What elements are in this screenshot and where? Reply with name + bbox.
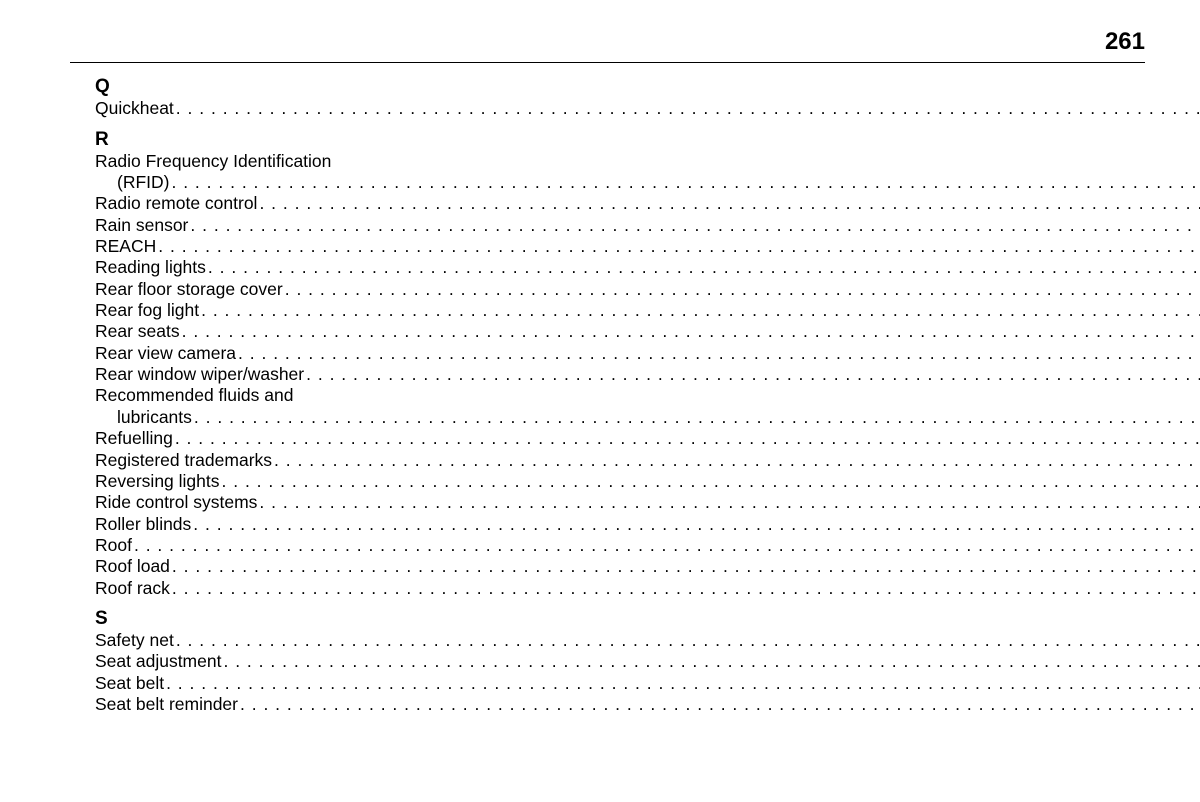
index-entry-label: Rear view camera <box>95 343 236 364</box>
index-entry: Rear fog light . . . . . . . . . . . . .… <box>95 300 1200 321</box>
page-number: 261 <box>1105 28 1145 56</box>
dot-leader: . . . . . . . . . . . . . . . . . . . . … <box>182 321 1200 342</box>
index-entry: REACH . . . . . . . . . . . . . . . . . … <box>95 236 1200 257</box>
dot-leader: . . . . . . . . . . . . . . . . . . . . … <box>285 279 1200 300</box>
index-entry-label: Reversing lights <box>95 471 220 492</box>
index-entry-label: Rain sensor <box>95 215 188 236</box>
dot-leader: . . . . . . . . . . . . . . . . . . . . … <box>194 407 1200 428</box>
dot-leader: . . . . . . . . . . . . . . . . . . . . … <box>238 343 1200 364</box>
index-entry-label: Roof load <box>95 556 170 577</box>
index-entry: Rear view camera . . . . . . . . . . . .… <box>95 343 1200 364</box>
index-entry: Roller blinds . . . . . . . . . . . . . … <box>95 514 1200 535</box>
index-entry: Reading lights . . . . . . . . . . . . .… <box>95 257 1200 278</box>
index-entry: Safety net . . . . . . . . . . . . . . .… <box>95 630 1200 651</box>
index-entry: (RFID) . . . . . . . . . . . . . . . . .… <box>95 172 1200 193</box>
index-entry: Roof rack . . . . . . . . . . . . . . . … <box>95 578 1200 599</box>
dot-leader: . . . . . . . . . . . . . . . . . . . . … <box>240 694 1200 715</box>
index-entry: Ride control systems . . . . . . . . . .… <box>95 492 1200 513</box>
index-entry-label: Rear floor storage cover <box>95 279 283 300</box>
index-entry-label: Rear seats <box>95 321 180 342</box>
dot-leader: . . . . . . . . . . . . . . . . . . . . … <box>190 215 1200 236</box>
index-entry: Seat belt . . . . . . . . . . . . . . . … <box>95 673 1200 694</box>
dot-leader: . . . . . . . . . . . . . . . . . . . . … <box>176 630 1200 651</box>
index-entry-label: Safety net <box>95 630 174 651</box>
index-entry-label: Ride control systems <box>95 492 257 513</box>
index-entry-label: Registered trademarks <box>95 450 272 471</box>
index-entry: Recommended fluids and <box>95 385 1200 406</box>
index-entry-label: Recommended fluids and <box>95 385 293 406</box>
index-entry: Seat belt reminder . . . . . . . . . . .… <box>95 694 1200 715</box>
index-column: QQuickheat . . . . . . . . . . . . . . .… <box>95 75 1200 782</box>
dot-leader: . . . . . . . . . . . . . . . . . . . . … <box>259 492 1200 513</box>
dot-leader: . . . . . . . . . . . . . . . . . . . . … <box>134 535 1200 556</box>
index-entry-label: (RFID) <box>117 172 169 193</box>
index-entry-label: Seat belt reminder <box>95 694 238 715</box>
index-entry-label: Radio remote control <box>95 193 257 214</box>
index-entry: lubricants . . . . . . . . . . . . . . .… <box>95 407 1200 428</box>
index-entry: Rear window wiper/washer . . . . . . . .… <box>95 364 1200 385</box>
dot-leader: . . . . . . . . . . . . . . . . . . . . … <box>166 673 1200 694</box>
index-entry-label: Refuelling <box>95 428 173 449</box>
section-letter: S <box>95 607 1200 630</box>
dot-leader: . . . . . . . . . . . . . . . . . . . . … <box>274 450 1200 471</box>
section-letter: Q <box>95 75 1200 98</box>
dot-leader: . . . . . . . . . . . . . . . . . . . . … <box>176 98 1200 119</box>
index-entry-label: Rear window wiper/washer <box>95 364 304 385</box>
index-entry: Roof . . . . . . . . . . . . . . . . . .… <box>95 535 1200 556</box>
index-entry-label: Seat belt <box>95 673 164 694</box>
dot-leader: . . . . . . . . . . . . . . . . . . . . … <box>201 300 1200 321</box>
dot-leader: . . . . . . . . . . . . . . . . . . . . … <box>172 556 1200 577</box>
dot-leader: . . . . . . . . . . . . . . . . . . . . … <box>172 578 1200 599</box>
index-entry: Refuelling . . . . . . . . . . . . . . .… <box>95 428 1200 449</box>
index-entry: Rear seats . . . . . . . . . . . . . . .… <box>95 321 1200 342</box>
dot-leader: . . . . . . . . . . . . . . . . . . . . … <box>223 651 1200 672</box>
dot-leader: . . . . . . . . . . . . . . . . . . . . … <box>193 514 1200 535</box>
index-entry: Reversing lights . . . . . . . . . . . .… <box>95 471 1200 492</box>
index-entry: Radio Frequency Identification <box>95 151 1200 172</box>
index-columns: QQuickheat . . . . . . . . . . . . . . .… <box>95 75 1145 782</box>
index-entry: Radio remote control . . . . . . . . . .… <box>95 193 1200 214</box>
index-entry-label: Reading lights <box>95 257 206 278</box>
index-page: 261 QQuickheat . . . . . . . . . . . . .… <box>0 0 1200 802</box>
index-entry: Rain sensor . . . . . . . . . . . . . . … <box>95 215 1200 236</box>
index-entry-label: Roller blinds <box>95 514 191 535</box>
index-entry-label: REACH <box>95 236 156 257</box>
index-entry-label: Radio Frequency Identification <box>95 151 331 172</box>
dot-leader: . . . . . . . . . . . . . . . . . . . . … <box>259 193 1200 214</box>
dot-leader: . . . . . . . . . . . . . . . . . . . . … <box>175 428 1200 449</box>
index-entry-label: Roof rack <box>95 578 170 599</box>
index-entry-label: Quickheat <box>95 98 174 119</box>
top-rule <box>70 62 1145 63</box>
index-entry-label: Seat adjustment <box>95 651 221 672</box>
index-entry-label: lubricants <box>117 407 192 428</box>
index-entry-label: Roof <box>95 535 132 556</box>
index-entry-label: Rear fog light <box>95 300 199 321</box>
dot-leader: . . . . . . . . . . . . . . . . . . . . … <box>171 172 1200 193</box>
index-entry: Rear floor storage cover . . . . . . . .… <box>95 279 1200 300</box>
index-entry: Seat adjustment . . . . . . . . . . . . … <box>95 651 1200 672</box>
dot-leader: . . . . . . . . . . . . . . . . . . . . … <box>306 364 1200 385</box>
dot-leader: . . . . . . . . . . . . . . . . . . . . … <box>208 257 1200 278</box>
index-entry: Quickheat . . . . . . . . . . . . . . . … <box>95 98 1200 119</box>
section-letter: R <box>95 128 1200 151</box>
index-entry: Roof load . . . . . . . . . . . . . . . … <box>95 556 1200 577</box>
index-entry: Registered trademarks . . . . . . . . . … <box>95 450 1200 471</box>
dot-leader: . . . . . . . . . . . . . . . . . . . . … <box>222 471 1200 492</box>
dot-leader: . . . . . . . . . . . . . . . . . . . . … <box>158 236 1200 257</box>
